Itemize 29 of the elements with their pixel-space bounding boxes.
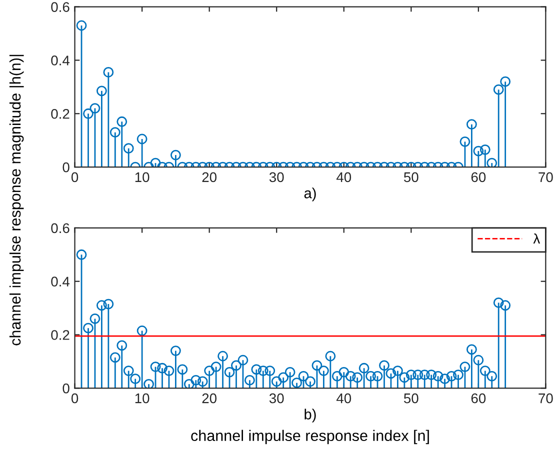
y-tick-label: 0.6 bbox=[51, 2, 70, 12]
text: channel impulse response index [n] bbox=[191, 430, 429, 444]
x-tick-label: 0 bbox=[71, 393, 78, 404]
y-tick-label: 0.6 bbox=[51, 223, 70, 234]
x-tick-label: 30 bbox=[269, 172, 284, 182]
x-tick-label: 70 bbox=[538, 172, 553, 182]
y-tick-label: 0.4 bbox=[51, 56, 70, 66]
x-tick-label: 30 bbox=[269, 393, 284, 404]
x-tick-label: 10 bbox=[135, 393, 150, 404]
x-tick-label: 40 bbox=[336, 393, 352, 404]
x-tick-label: 50 bbox=[404, 172, 418, 182]
x-tick-label: 0 bbox=[71, 172, 78, 182]
legend-label: λ bbox=[533, 233, 540, 244]
y-tick-label: 0.2 bbox=[51, 330, 70, 340]
x-tick-label: 70 bbox=[538, 393, 553, 404]
y-tick-label: 0 bbox=[62, 384, 70, 394]
y-tick-label: 0.4 bbox=[51, 276, 70, 287]
x-tick-label: 60 bbox=[471, 172, 486, 182]
x-axis-title: b) bbox=[304, 408, 316, 422]
y-axis-title: channel impulse response magnitude |h(n)| bbox=[9, 54, 24, 346]
x-tick-label: 20 bbox=[202, 172, 217, 182]
y-tick-label: 0 bbox=[62, 162, 70, 172]
x-tick-label: 60 bbox=[471, 393, 486, 404]
x-tick-label: 50 bbox=[404, 393, 418, 404]
x-tick-label: 20 bbox=[202, 393, 217, 404]
y-tick-label: 0.2 bbox=[51, 108, 70, 119]
x-tick-label: 40 bbox=[336, 172, 352, 182]
x-axis-title: a) bbox=[304, 188, 316, 202]
x-tick-label: 10 bbox=[135, 172, 150, 182]
